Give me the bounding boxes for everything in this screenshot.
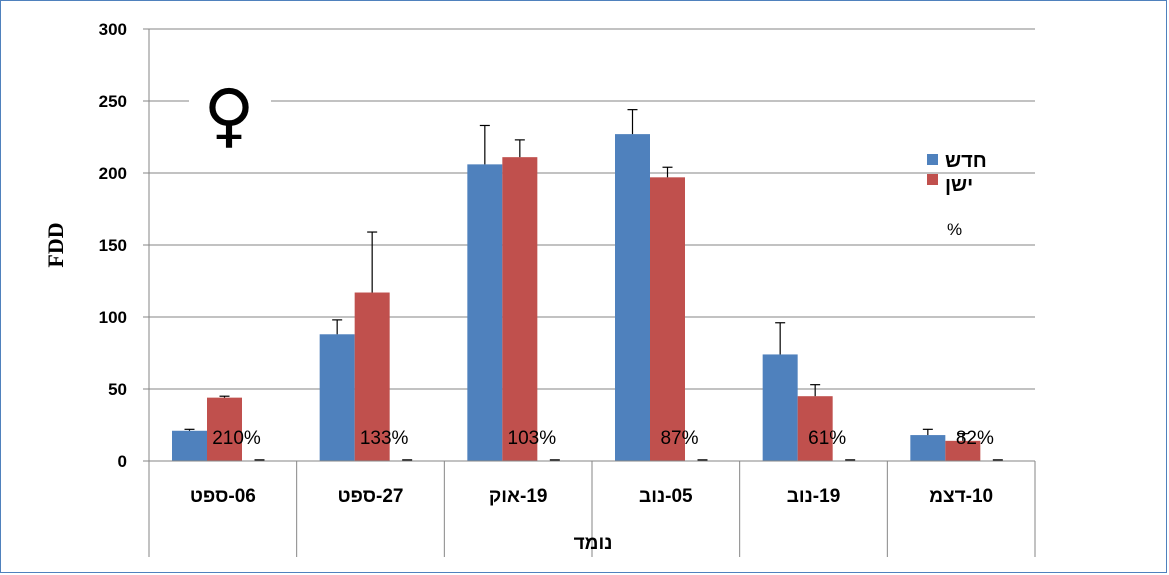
bar [502,157,538,461]
bar [354,292,390,461]
y-tick-label: 150 [99,236,127,255]
percent-label: 82% [956,428,994,449]
category-label: 19-נוב [787,486,841,507]
percent-label: 210% [212,428,261,449]
y-tick-label: 250 [99,92,127,111]
percent-label: 61% [808,428,846,449]
category-label: 06-ספט [190,486,256,507]
percent-label: 103% [508,428,557,449]
bar [319,334,355,461]
bar [650,177,685,461]
y-tick-label: 50 [108,380,127,399]
error-bars [184,109,968,441]
bar [172,430,207,461]
legend-label-percent: % [947,220,962,239]
legend-swatch-old [927,174,938,185]
category-separators [296,461,1036,557]
category-label: 05-נוב [639,486,693,507]
bar [762,354,798,461]
category-labels: 06-ספט 27-ספט 19-אוק 05-נוב 19-נוב 10-דצמ [190,486,993,507]
legend-swatch-new [927,154,938,165]
legend: חדש ישן % [927,150,987,239]
legend-label-old: ישן [945,174,973,196]
symbol-background [189,63,271,147]
bar [467,164,503,462]
x-axis-title: נומד [574,533,613,554]
y-tick-label: 0 [118,452,127,471]
bars [172,134,1003,462]
legend-label-new: חדש [945,150,987,172]
y-tick-label: 100 [99,308,127,327]
bar [910,435,946,461]
y-tick-label: 200 [99,164,127,183]
category-label: 10-דצמ [929,486,993,507]
bar [945,440,981,461]
y-tick-label: 300 [99,20,127,39]
grid-lines [149,28,1035,390]
female-symbol-icon: ♀ [203,74,254,156]
bar [797,396,833,461]
percent-labels: 210% 133% 103% 87% 61% 82% [212,428,994,449]
percent-label: 87% [660,428,698,449]
y-axis-title: FDD [43,222,68,267]
y-axis-ticks: 0 50 100 150 200 250 300 [99,20,149,471]
bar [615,134,650,461]
bar [207,397,242,461]
category-label: 19-אוק [489,486,548,507]
percent-label: 133% [360,428,409,449]
category-label: 27-ספט [337,486,403,507]
